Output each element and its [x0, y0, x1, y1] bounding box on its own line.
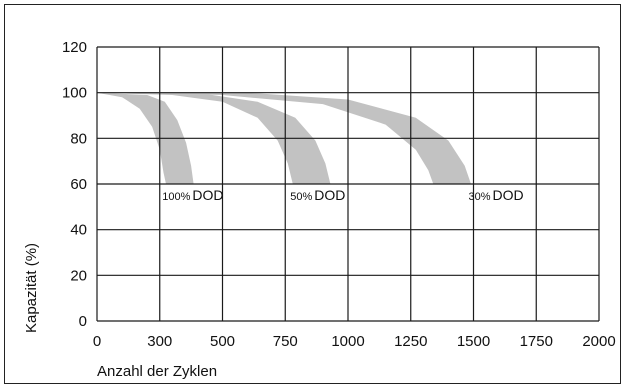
band-100-dod — [97, 92, 194, 184]
x-tick-label: 750 — [273, 333, 298, 350]
x-axis-label: Anzahl der Zyklen — [97, 363, 217, 380]
y-axis-label: Kapazität (%) — [23, 243, 40, 333]
band-label: 100% DOD — [162, 187, 223, 203]
y-tick-label: 100 — [62, 85, 87, 102]
y-tick-label: 0 — [79, 313, 87, 330]
band-label-dod: DOD — [192, 187, 223, 203]
band-label-pct: 100% — [162, 191, 190, 203]
x-tick-label: 1500 — [457, 333, 490, 350]
band-label: 50% DOD — [290, 187, 345, 203]
band-label: 30% DOD — [468, 187, 523, 203]
x-tick-label: 0 — [93, 333, 101, 350]
y-tick-label: 60 — [70, 176, 87, 193]
x-tick-labels: 0 300 500 750 1000 1250 1500 1750 2000 — [93, 333, 616, 350]
bands-layer — [97, 92, 471, 184]
grid-layer — [96, 46, 600, 322]
y-tick-label: 80 — [70, 130, 87, 147]
x-tick-label: 1750 — [520, 333, 553, 350]
y-tick-label: 20 — [70, 267, 87, 284]
band-label-dod: DOD — [314, 187, 345, 203]
x-tick-label: 1000 — [331, 333, 364, 350]
x-tick-label: 1250 — [394, 333, 427, 350]
x-tick-label: 300 — [147, 333, 172, 350]
band-30-dod — [97, 92, 471, 184]
band-label-dod: DOD — [493, 187, 524, 203]
band-labels: 100% DOD 50% DOD 30% DOD — [162, 187, 523, 203]
band-label-pct: 50% — [290, 191, 312, 203]
y-tick-labels: 0 20 40 60 80 100 120 — [62, 39, 87, 330]
y-tick-label: 40 — [70, 222, 87, 239]
chart-frame — [4, 4, 621, 384]
y-tick-label: 120 — [62, 39, 87, 56]
x-tick-label: 2000 — [582, 333, 615, 350]
band-50-dod — [97, 92, 331, 184]
x-tick-label: 500 — [210, 333, 235, 350]
band-label-pct: 30% — [468, 191, 490, 203]
